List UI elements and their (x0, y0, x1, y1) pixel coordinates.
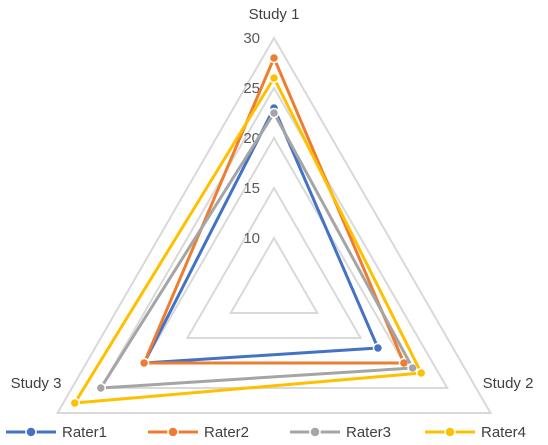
tick-label-10: 10 (243, 230, 260, 247)
grid-ring-20 (142, 135, 406, 364)
legend-swatch-marker (444, 426, 456, 438)
data-point-rater1-2 (372, 342, 384, 354)
data-point-rater2-3 (138, 357, 150, 369)
legend-swatch-marker (309, 426, 321, 438)
legend-label: Rater3 (346, 424, 391, 441)
axis-label-2: Study 2 (483, 375, 534, 392)
grid-layer (55, 35, 493, 414)
series-layer (69, 52, 427, 409)
legend-item-rater4: Rater4 (425, 424, 526, 441)
data-point-rater3-1 (268, 107, 280, 119)
legend-label: Rater1 (62, 424, 107, 441)
axis-labels: Study 1 Study 2 Study 3 (11, 6, 534, 392)
series-line-rater3 (99, 111, 415, 390)
legend-item-rater1: Rater1 (6, 424, 107, 441)
axis-label-3: Study 3 (11, 375, 62, 392)
data-point-rater3-3 (95, 382, 107, 394)
series-line-rater4 (73, 76, 423, 405)
grid-ring-25 (99, 85, 449, 389)
legend-item-rater3: Rater3 (290, 424, 391, 441)
axis-label-1: Study 1 (249, 6, 300, 23)
data-point-rater4-1 (268, 72, 280, 84)
series-line-rater1 (142, 106, 380, 365)
legend-label: Rater2 (204, 424, 249, 441)
legend-swatch-marker (25, 426, 37, 438)
legend-swatch-marker (167, 426, 179, 438)
series-rater2 (138, 52, 410, 369)
grid-ring-10 (228, 235, 320, 314)
legend: Rater1 Rater2 Rater3 Rater4 (6, 424, 526, 441)
data-point-rater4-2 (415, 367, 427, 379)
series-rater4 (69, 72, 427, 409)
grid-ring-15 (185, 185, 363, 339)
tick-label-15: 15 (243, 180, 260, 197)
data-point-rater4-3 (69, 397, 81, 409)
grid-ring-30 (55, 35, 493, 414)
data-point-rater2-1 (268, 52, 280, 64)
tick-label-30: 30 (243, 30, 260, 47)
tick-label-25: 25 (243, 80, 260, 97)
series-rater3 (95, 107, 418, 394)
legend-item-rater2: Rater2 (148, 424, 249, 441)
legend-label: Rater4 (481, 424, 526, 441)
